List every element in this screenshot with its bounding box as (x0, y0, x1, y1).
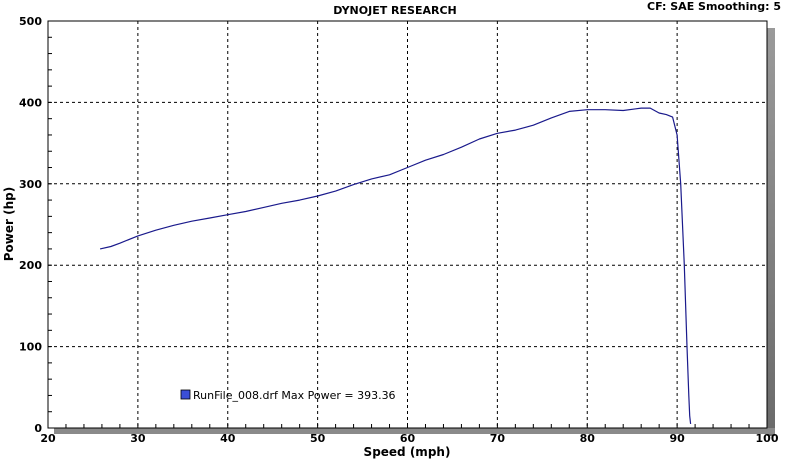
x-tick-label: 40 (220, 432, 236, 445)
grid-layer (48, 21, 767, 428)
chart-title: DYNOJET RESEARCH (333, 4, 456, 17)
x-tick-label: 20 (40, 432, 56, 445)
series-line-0 (99, 107, 692, 424)
x-tick-label: 100 (756, 432, 779, 445)
tick-label-layer: 20 30 40 50 60 70 80 90 100 0 100 200 300 400 500 (19, 15, 779, 445)
chart-info: CF: SAE Smoothing: 5 (647, 0, 781, 13)
plot-shadow-bottom (54, 428, 775, 434)
x-tick-label: 30 (130, 432, 146, 445)
x-axis-label: Speed (mph) (364, 445, 451, 459)
y-tick-label: 100 (19, 341, 42, 354)
y-tick-label: 500 (19, 15, 42, 28)
y-tick-label: 400 (19, 96, 42, 109)
y-tick-label: 300 (19, 178, 42, 191)
y-tick-label: 0 (34, 422, 42, 435)
y-axis-label: Power (hp) (2, 187, 16, 261)
x-tick-label: 80 (580, 432, 596, 445)
x-tick-label: 50 (310, 432, 326, 445)
y-tick-label: 200 (19, 259, 42, 272)
x-tick-label: 70 (490, 432, 506, 445)
plot-shadow-right (767, 28, 775, 436)
legend-swatch (180, 389, 191, 400)
minor-tick-layer (47, 20, 768, 429)
series-layer (99, 107, 692, 424)
legend-label: RunFile_008.drf Max Power = 393.36 (193, 389, 396, 402)
x-tick-label: 60 (400, 432, 416, 445)
x-tick-label: 90 (669, 432, 685, 445)
